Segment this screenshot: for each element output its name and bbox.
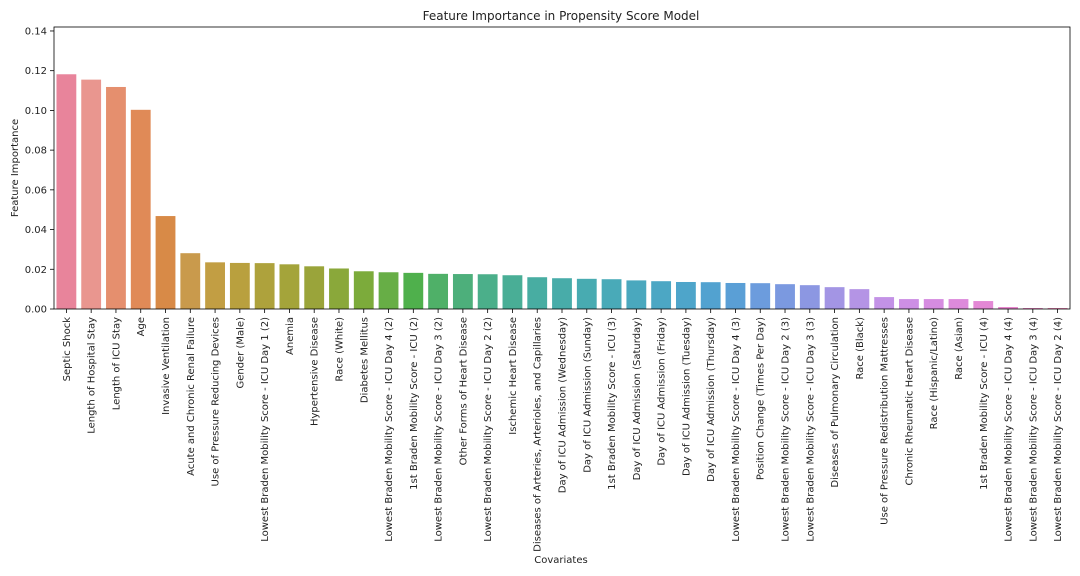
bar bbox=[56, 74, 77, 309]
bar bbox=[849, 289, 870, 309]
bar bbox=[477, 274, 498, 309]
x-tick-label: Invasive Ventilation bbox=[161, 317, 172, 415]
bar bbox=[725, 282, 746, 309]
y-axis-label: Feature Importance bbox=[10, 119, 21, 217]
bar bbox=[626, 280, 647, 309]
plot-frame bbox=[53, 26, 1071, 310]
bar bbox=[552, 278, 572, 309]
bar bbox=[205, 262, 225, 309]
bar bbox=[378, 272, 399, 309]
x-tick-label: Lowest Braden Mobility Score - ICU Day 2… bbox=[781, 317, 792, 542]
bar bbox=[1047, 308, 1068, 309]
bar bbox=[700, 282, 721, 309]
x-tick-label: Gender (Male) bbox=[235, 317, 246, 389]
bar bbox=[304, 266, 325, 309]
x-axis: Septic Shock Length of Hospital Stay Lengt… bbox=[62, 309, 1064, 552]
bar bbox=[452, 274, 473, 309]
bar bbox=[502, 275, 523, 309]
y-axis: 0.00 0.02 0.04 0.06 0.08 0.10 0.12 0.14 bbox=[25, 26, 54, 316]
x-tick-label: Day of ICU Admission (Saturday) bbox=[632, 317, 643, 481]
y-tick-label: 0.00 bbox=[25, 305, 47, 316]
y-tick-label: 0.08 bbox=[25, 146, 47, 157]
bar bbox=[750, 283, 771, 309]
x-tick-label: Day of ICU Admission (Tuesday) bbox=[681, 317, 692, 476]
bar bbox=[229, 262, 250, 309]
x-tick-label: Diabetes Mellitus bbox=[359, 317, 370, 403]
bar bbox=[130, 109, 151, 309]
bar bbox=[279, 264, 300, 309]
x-tick-label: Race (White) bbox=[334, 317, 345, 382]
x-tick-label: 1st Braden Mobility Score - ICU (4) bbox=[979, 317, 990, 490]
bar bbox=[254, 263, 275, 309]
x-tick-label: Race (Hispanic/Latino) bbox=[929, 317, 940, 429]
y-tick-label: 0.02 bbox=[25, 265, 47, 276]
bar bbox=[799, 285, 820, 309]
chart-title: Feature Importance in Propensity Score M… bbox=[423, 9, 700, 23]
x-tick-label: Lowest Braden Mobility Score - ICU Day 3… bbox=[1028, 317, 1039, 542]
bar bbox=[428, 273, 449, 309]
y-tick-label: 0.04 bbox=[25, 225, 47, 236]
bar bbox=[576, 278, 597, 309]
bar bbox=[973, 301, 994, 309]
x-tick-label: Use of Pressure Reducing Devices bbox=[211, 317, 222, 486]
x-tick-label: Day of ICU Admission (Sunday) bbox=[582, 317, 593, 473]
x-tick-label: Day of ICU Admission (Wednesday) bbox=[558, 317, 569, 493]
x-tick-label: Length of ICU Stay bbox=[111, 317, 122, 410]
bar bbox=[353, 271, 374, 309]
bar bbox=[675, 281, 696, 309]
bar bbox=[998, 307, 1018, 309]
x-tick-label: Day of ICU Admission (Friday) bbox=[657, 317, 668, 466]
x-tick-label: Use of Pressure Redistribution Mattresse… bbox=[880, 317, 891, 525]
x-tick-label: Other Forms of Heart Disease bbox=[458, 317, 469, 465]
x-tick-label: Chronic Rheumatic Heart Disease bbox=[904, 317, 915, 486]
bars-group bbox=[56, 74, 1068, 310]
x-tick-label: Age bbox=[136, 317, 147, 336]
bar bbox=[948, 299, 969, 309]
bar bbox=[899, 299, 919, 309]
bar bbox=[923, 299, 944, 309]
x-tick-label: Lowest Braden Mobility Score - ICU Day 4… bbox=[1004, 317, 1015, 542]
y-tick-label: 0.06 bbox=[25, 185, 47, 196]
bar bbox=[527, 277, 548, 309]
x-tick-label: Position Change (Times Per Day) bbox=[756, 317, 767, 480]
bar bbox=[106, 86, 126, 310]
x-tick-label: Septic Shock bbox=[62, 317, 73, 382]
bar bbox=[1022, 308, 1043, 309]
x-tick-label: 1st Braden Mobility Score - ICU (2) bbox=[409, 317, 420, 490]
x-tick-label: Ischemic Heart Disease bbox=[508, 317, 519, 435]
x-tick-label: Race (Asian) bbox=[954, 317, 965, 380]
x-tick-label: Lowest Braden Mobility Score - ICU Day 4… bbox=[731, 317, 742, 542]
bar bbox=[155, 216, 176, 309]
x-tick-label: Lowest Braden Mobility Score - ICU Day 3… bbox=[805, 317, 816, 542]
x-tick-label: Hypertensive Disease bbox=[310, 317, 321, 426]
x-tick-label: Length of Hospital Stay bbox=[87, 317, 98, 434]
bar bbox=[403, 272, 424, 309]
y-tick-label: 0.10 bbox=[25, 106, 47, 117]
x-tick-label: Anemia bbox=[285, 317, 296, 355]
x-axis-label: Covariates bbox=[534, 555, 587, 566]
x-tick-label: Lowest Braden Mobility Score - ICU Day 3… bbox=[434, 317, 445, 542]
bar bbox=[775, 284, 795, 309]
bar bbox=[180, 253, 201, 309]
x-tick-label: Lowest Braden Mobility Score - ICU Day 2… bbox=[483, 317, 494, 542]
bar bbox=[651, 281, 672, 309]
x-tick-label: Lowest Braden Mobility Score - ICU Day 2… bbox=[1053, 317, 1064, 542]
x-tick-label: Acute and Chronic Renal Failure bbox=[186, 317, 197, 476]
x-tick-label: Race (Black) bbox=[855, 317, 866, 380]
y-tick-label: 0.14 bbox=[25, 26, 47, 37]
bar bbox=[874, 297, 895, 309]
x-tick-label: Diseases of Arteries, Arterioles, and Ca… bbox=[533, 317, 544, 552]
bar bbox=[824, 287, 845, 309]
x-tick-label: Lowest Braden Mobility Score - ICU Day 1… bbox=[260, 317, 271, 542]
y-tick-label: 0.12 bbox=[25, 66, 47, 77]
x-tick-label: Day of ICU Admission (Thursday) bbox=[706, 317, 717, 482]
x-tick-label: Diseases of Pulmonary Circulation bbox=[830, 317, 841, 488]
bar bbox=[81, 79, 102, 309]
x-tick-label: Lowest Braden Mobility Score - ICU Day 4… bbox=[384, 317, 395, 542]
bar bbox=[601, 279, 622, 309]
x-tick-label: 1st Braden Mobility Score - ICU (3) bbox=[607, 317, 618, 490]
bar bbox=[329, 268, 349, 309]
